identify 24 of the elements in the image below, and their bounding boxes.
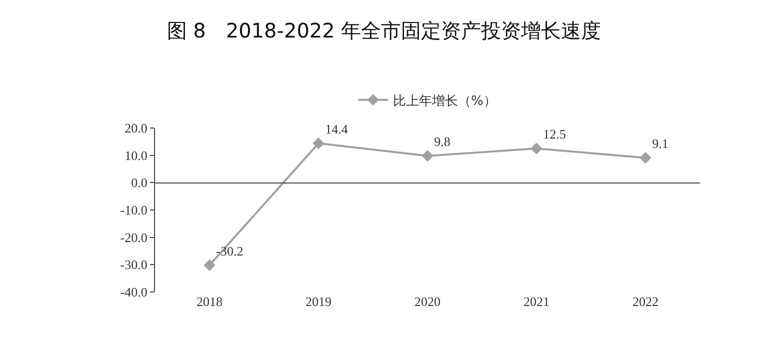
y-tick-label: -10.0 [120, 202, 148, 218]
y-tick-label: 10.0 [124, 148, 148, 163]
x-tick-label: 2019 [306, 294, 332, 309]
point [204, 259, 216, 272]
legend-label: 比上年增长（%） [393, 94, 496, 109]
y-tick-label: 0.0 [131, 175, 148, 190]
point [312, 137, 324, 150]
point [530, 142, 542, 154]
y-tick-label: -40.0 [120, 284, 148, 300]
x-tick-label: 2018 [196, 294, 222, 309]
y-tick-label: -30.0 [120, 257, 148, 272]
x-tick-label: 2022 [632, 294, 658, 309]
data-label: 12.5 [543, 126, 566, 142]
x-tick-label: 2020 [414, 294, 440, 309]
data-label: 9.1 [652, 136, 668, 151]
y-tick-label: -20.0 [120, 230, 148, 245]
point [422, 150, 434, 162]
data-label: 9.8 [434, 134, 450, 150]
chart-title: 图 8 2018-2022 年全市固定资产投资增长速度 [166, 18, 602, 43]
point [640, 152, 652, 164]
y-tick-label: 20.0 [124, 120, 148, 136]
data-label: -30.2 [216, 243, 244, 258]
data-label: 14.4 [325, 121, 348, 136]
x-tick-label: 2021 [524, 294, 550, 309]
